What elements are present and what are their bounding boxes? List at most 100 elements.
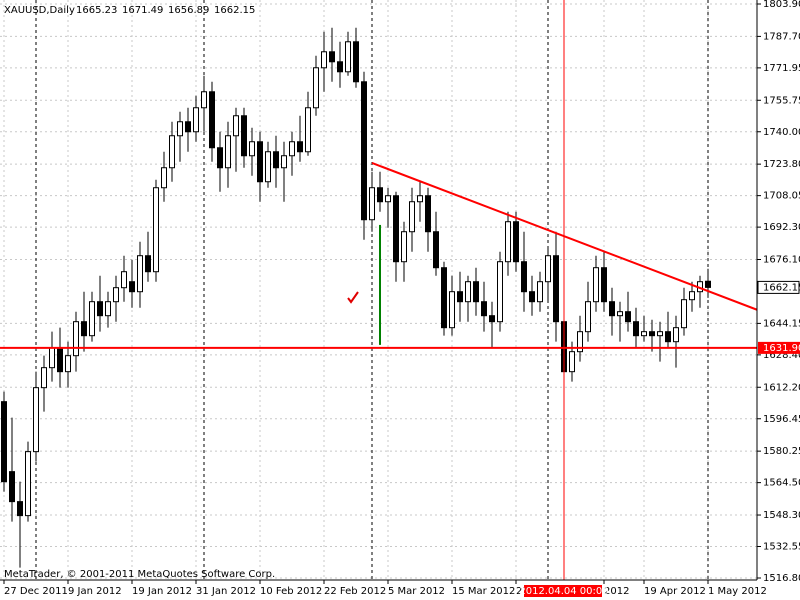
candle-body (97, 301, 103, 317)
candle-body (385, 195, 391, 203)
y-tick-label: 1740.00 (763, 127, 800, 138)
candle-body (129, 281, 135, 293)
candle-body (625, 311, 631, 323)
candle-body (9, 471, 15, 503)
y-tick-label: 1692.30 (763, 222, 800, 233)
candle-body (1, 401, 7, 483)
candle-body (553, 255, 559, 323)
y-tick-label: 1596.45 (763, 414, 800, 425)
candle-body (345, 41, 351, 73)
candle-body (65, 355, 71, 373)
candle-body (521, 261, 527, 293)
candle-body (81, 321, 87, 337)
cursor-date-box (524, 585, 602, 597)
candle-body (609, 301, 615, 317)
candle-body (601, 267, 607, 303)
candle-body (673, 327, 679, 343)
candle-body (185, 121, 191, 133)
candle-body (705, 280, 711, 288)
watermark: MetaTrader, © 2001-2011 MetaQuotes Softw… (4, 569, 275, 580)
candle-body (177, 121, 183, 137)
candle-body (321, 51, 327, 69)
x-tick-label: 9 Jan 2012 (68, 586, 122, 597)
candle-body (409, 201, 415, 233)
candle-body (169, 135, 175, 169)
candle-body (361, 81, 367, 221)
y-tick-label: 1803.90 (763, 0, 800, 10)
candle-body (513, 221, 519, 263)
y-tick-label: 1628.40 (763, 350, 800, 361)
candle-body (217, 147, 223, 169)
candle-body (297, 141, 303, 153)
candle-body (249, 141, 255, 157)
candle-body (481, 301, 487, 317)
candle-body (273, 151, 279, 169)
candle-body (465, 281, 471, 303)
candle-body (89, 301, 95, 337)
last-price-box (757, 280, 800, 294)
candle-body (593, 267, 599, 303)
candle-body (105, 301, 111, 317)
candle-body (529, 291, 535, 303)
y-tick-label: 1548.30 (763, 510, 800, 521)
candle-body (401, 231, 407, 263)
x-tick-label: 10 Feb 2012 (260, 586, 322, 597)
candle-body (161, 167, 167, 189)
candle-body (689, 291, 695, 301)
y-tick-label: 1516.80 (763, 573, 800, 584)
candle-body (329, 51, 335, 63)
candle-body (633, 321, 639, 337)
candle-body (121, 271, 127, 289)
candle-body (313, 67, 319, 109)
x-tick-label: 1 May 2012 (708, 586, 767, 597)
candle-body (457, 291, 463, 303)
candle-body (377, 187, 383, 203)
header-high: 1671.49 (122, 5, 163, 16)
candle-body (57, 347, 63, 373)
header-open: 1665.23 (76, 5, 117, 16)
candle-body (305, 107, 311, 153)
candle-body (393, 195, 399, 263)
candle-body (585, 301, 591, 333)
candle-body (577, 331, 583, 353)
x-tick-label: 27 Dec 2011 (4, 586, 68, 597)
y-tick-label: 1564.50 (763, 478, 800, 489)
candle-body (649, 331, 655, 337)
candle-body (497, 261, 503, 323)
candle-body (33, 387, 39, 453)
x-tick-label: 5 Mar 2012 (388, 586, 445, 597)
candle-body (441, 267, 447, 329)
y-tick-label: 1612.20 (763, 382, 800, 393)
candle-body (505, 221, 511, 263)
candle-body (289, 141, 295, 157)
y-tick-label: 1644.15 (763, 318, 800, 329)
candle-body (617, 311, 623, 317)
header-close: 1662.15 (214, 5, 255, 16)
chart-title: XAUUSD,Daily (4, 5, 75, 16)
candle-body (657, 331, 663, 337)
candle-body (233, 115, 239, 137)
x-tick-label: 15 Mar 2012 (452, 586, 515, 597)
axes: 1803.90 1787.70 1771.95 1755.75 1740.00 1723.… (3, 0, 800, 597)
candle-body (369, 187, 375, 221)
candle-body (73, 321, 79, 357)
candle-body (41, 367, 47, 389)
candle-body (641, 331, 647, 337)
candle-body (265, 151, 271, 183)
y-tick-label: 1755.75 (763, 95, 800, 106)
candle-body (417, 195, 423, 203)
candle-body (545, 255, 551, 283)
candle-body (201, 91, 207, 109)
candle-body (241, 115, 247, 157)
candle-body (225, 135, 231, 169)
y-tick-label: 1771.95 (763, 63, 800, 74)
candle-body (281, 155, 287, 169)
candle-body (193, 107, 199, 133)
x-tick-label: 31 Jan 2012 (196, 586, 256, 597)
candle-body (681, 299, 687, 329)
cursor-date-label: 2012.04.04 00:00 (519, 586, 608, 597)
y-tick-label: 1708.05 (763, 191, 800, 202)
candle-body (337, 61, 343, 73)
trend-line (371, 162, 757, 311)
